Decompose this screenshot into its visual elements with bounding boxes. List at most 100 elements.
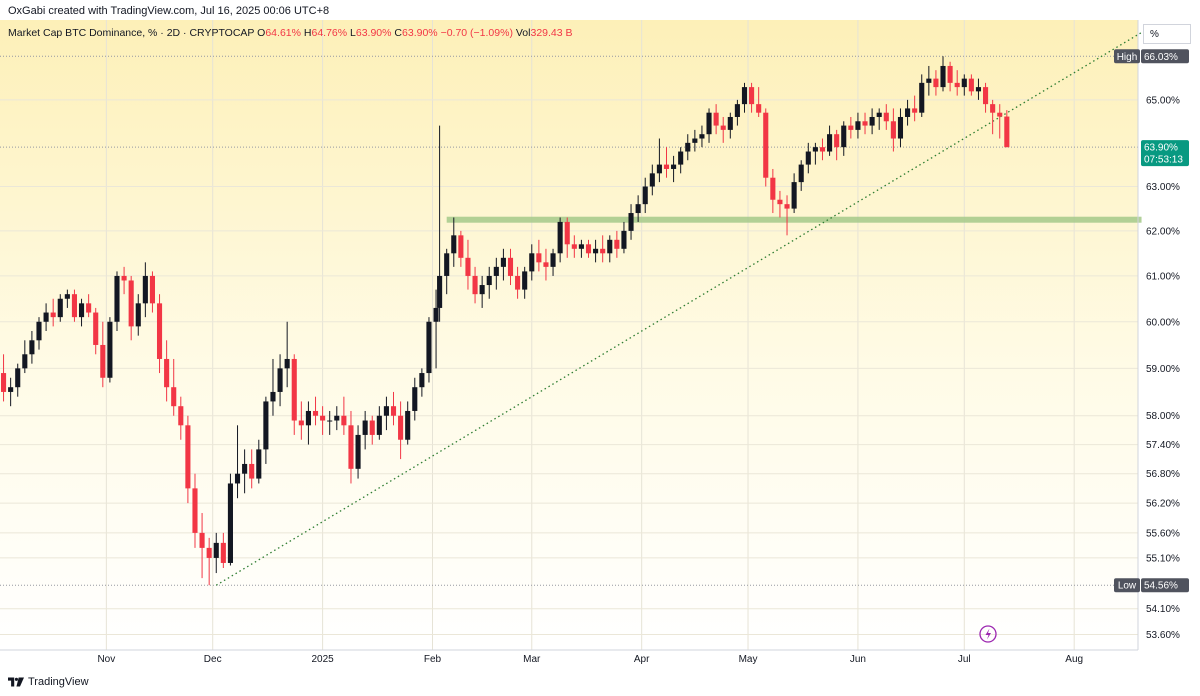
candle-body — [369, 420, 375, 435]
candle-body — [178, 406, 184, 426]
footer: TradingView — [8, 676, 89, 688]
candle-body — [234, 473, 241, 484]
candle-body — [912, 108, 918, 113]
y-tick-label: 63.00% — [1146, 182, 1180, 193]
candle-body — [749, 87, 755, 105]
y-tick-label: 60.00% — [1146, 317, 1180, 328]
y-tick-label: 55.60% — [1146, 528, 1180, 539]
candle-body — [727, 116, 733, 130]
x-tick-label: Apr — [634, 654, 650, 665]
candle-body — [869, 116, 875, 126]
candle-body — [557, 221, 563, 254]
candle-body — [192, 488, 198, 533]
tradingview-logo-icon — [8, 677, 24, 687]
footer-brand: TradingView — [28, 676, 89, 688]
candle-body — [305, 410, 311, 426]
candle-body — [15, 368, 21, 388]
y-tick-label: 55.10% — [1146, 553, 1180, 564]
candle-body — [933, 78, 939, 88]
candle-body — [164, 358, 170, 388]
y-tick-label: 56.20% — [1146, 499, 1180, 510]
candle-body — [507, 257, 514, 276]
candle-body — [713, 112, 719, 126]
candle-body — [171, 387, 177, 407]
last-price-badge — [1141, 140, 1189, 167]
candles — [0, 56, 1010, 586]
candle-body — [256, 449, 262, 479]
candle-body — [593, 248, 599, 254]
grid — [0, 20, 1138, 650]
candle-body — [642, 186, 648, 205]
legend-low: 63.90% — [355, 27, 392, 39]
legend-vol-label: Vol — [515, 27, 531, 39]
scale-mode-button[interactable]: % — [1143, 24, 1191, 44]
candle-body — [437, 275, 443, 308]
candle-body — [600, 248, 606, 254]
bar-countdown: 07:53:13 — [1144, 155, 1183, 166]
candle-body — [883, 112, 889, 122]
candle-body — [270, 391, 276, 402]
candle-body — [975, 87, 982, 92]
x-tick-label: 2025 — [311, 654, 334, 665]
candle-body — [50, 312, 56, 318]
chart-svg[interactable]: 53.60% 54.10% 55.10% 55.60% 56.20% 56.80% 57.4… — [0, 20, 1200, 668]
candle-body — [862, 121, 868, 126]
candle-body — [784, 204, 790, 209]
candle-body — [43, 312, 49, 322]
chart-area[interactable]: 53.60% 54.10% 55.10% 55.60% 56.20% 56.80% 57.4… — [0, 20, 1200, 668]
candle-body — [678, 151, 684, 165]
candle-body — [798, 164, 804, 183]
candle-body — [812, 147, 818, 152]
candle-body — [493, 266, 499, 276]
candle-body — [500, 257, 506, 267]
chart-attribution: OxGabi created with TradingView.com, Jul… — [8, 5, 330, 17]
annotations — [0, 31, 1142, 586]
candle-body — [213, 542, 219, 558]
candle-body — [320, 415, 326, 421]
candle-body — [585, 244, 592, 254]
candle-body — [451, 235, 457, 254]
low-label-badge — [1114, 578, 1140, 593]
y-tick-label: 56.80% — [1146, 469, 1180, 480]
lightning-icon[interactable] — [979, 625, 997, 643]
candle-body — [961, 78, 967, 88]
candle-body — [614, 239, 620, 249]
candle-body — [29, 340, 35, 355]
candle-body — [458, 235, 464, 258]
candle-body — [86, 303, 92, 313]
candle-body — [671, 164, 677, 169]
legend-close: 63.90% — [402, 27, 438, 39]
candle-body — [919, 82, 925, 113]
candle-body — [855, 121, 861, 130]
candle-body — [220, 542, 226, 563]
y-tick-label: 65.00% — [1146, 95, 1180, 106]
candle-body — [649, 173, 655, 187]
candle-body — [926, 78, 932, 83]
candle-body — [571, 244, 577, 249]
candle-body — [706, 112, 712, 135]
low-label: Low — [1118, 581, 1137, 592]
candle-body — [536, 253, 542, 263]
low-value: 54.56% — [1144, 581, 1178, 592]
time-axis[interactable]: Nov Dec 2025 Feb Mar Apr May Jun Jul Aug — [0, 649, 1138, 665]
candle-body — [486, 275, 492, 286]
candle-body — [36, 321, 42, 341]
candle-body — [472, 275, 478, 295]
candle-body — [284, 358, 290, 369]
support-zone — [446, 216, 1142, 223]
candle-body — [277, 368, 283, 392]
candle-body — [156, 303, 163, 359]
candle-body — [479, 285, 485, 295]
price-axis[interactable]: 53.60% 54.10% 55.10% 55.60% 56.20% 56.80% 57.4… — [1137, 20, 1180, 650]
y-tick-label: 62.00% — [1146, 226, 1180, 237]
candle-body — [876, 112, 882, 117]
candle-body — [199, 532, 205, 548]
candle-body — [968, 78, 974, 92]
x-tick-label: Jun — [850, 654, 866, 665]
candle-body — [405, 410, 411, 440]
high-label-badge — [1114, 49, 1140, 64]
x-tick-label: Feb — [424, 654, 442, 665]
candle-body — [805, 151, 811, 165]
candle-body — [142, 275, 148, 304]
candle-body — [185, 425, 191, 489]
